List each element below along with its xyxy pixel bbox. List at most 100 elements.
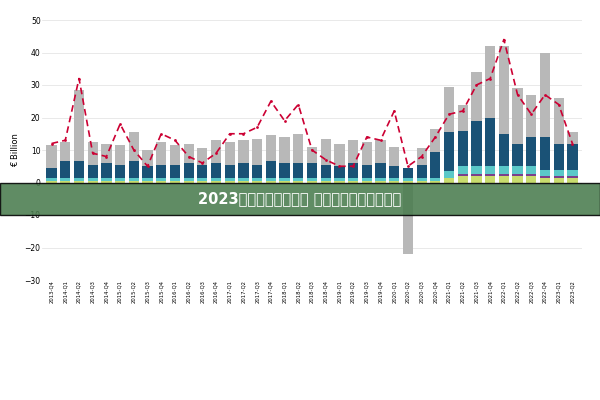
Bar	[362, 178, 372, 181]
Bar	[334, 181, 344, 182]
Bar	[499, 166, 509, 174]
Bar	[142, 150, 152, 166]
Bar	[74, 90, 84, 161]
Bar	[554, 170, 564, 176]
Bar	[376, 140, 386, 163]
Bar	[458, 130, 468, 166]
Bar	[512, 174, 523, 176]
Bar	[403, 168, 413, 178]
Bar	[184, 144, 194, 163]
Bar	[115, 165, 125, 178]
Bar	[389, 181, 400, 182]
Bar	[567, 132, 578, 144]
Bar	[74, 161, 84, 178]
Bar	[567, 178, 578, 182]
Bar	[60, 178, 70, 181]
Bar	[526, 137, 536, 166]
Bar	[266, 178, 276, 181]
Bar	[389, 166, 400, 178]
Bar	[115, 178, 125, 181]
Bar	[362, 181, 372, 182]
Bar	[348, 140, 358, 163]
Bar	[512, 166, 523, 174]
Bar	[197, 165, 208, 178]
Bar	[101, 178, 112, 181]
Bar	[128, 132, 139, 161]
Bar	[499, 46, 509, 134]
Bar	[540, 170, 550, 176]
Bar	[567, 144, 578, 170]
Bar	[211, 140, 221, 163]
Bar	[293, 181, 304, 182]
Bar	[224, 142, 235, 165]
Bar	[211, 178, 221, 181]
Bar	[211, 181, 221, 182]
Bar	[224, 165, 235, 178]
Bar	[197, 148, 208, 165]
Bar	[170, 145, 180, 165]
Bar	[334, 144, 344, 166]
Bar	[334, 166, 344, 178]
Text: 2023十大股票配资平台 澳门火锅加盟详情攻略: 2023十大股票配资平台 澳门火锅加盟详情攻略	[199, 191, 401, 206]
Bar	[142, 181, 152, 182]
Bar	[430, 152, 440, 178]
Bar	[88, 142, 98, 165]
Bar	[472, 121, 482, 166]
Bar	[280, 137, 290, 163]
Bar	[403, 182, 413, 254]
Bar	[266, 135, 276, 161]
Bar	[416, 181, 427, 182]
Bar	[252, 165, 262, 178]
Bar	[74, 181, 84, 182]
Bar	[472, 72, 482, 121]
Bar	[348, 178, 358, 181]
Bar	[46, 181, 57, 182]
Bar	[499, 174, 509, 176]
Bar	[115, 145, 125, 165]
Bar	[376, 163, 386, 178]
Bar	[142, 178, 152, 181]
Bar	[128, 181, 139, 182]
Bar	[74, 178, 84, 181]
Bar	[458, 104, 468, 130]
Bar	[554, 98, 564, 144]
Bar	[101, 163, 112, 178]
Bar	[60, 142, 70, 161]
Bar	[307, 163, 317, 178]
Bar	[444, 171, 454, 178]
Bar	[170, 165, 180, 178]
Bar	[389, 147, 400, 166]
Bar	[416, 178, 427, 181]
Bar	[526, 95, 536, 137]
Bar	[320, 178, 331, 181]
Bar	[362, 142, 372, 165]
Bar	[156, 178, 166, 181]
Bar	[293, 163, 304, 178]
Bar	[211, 163, 221, 178]
Bar	[389, 178, 400, 181]
Bar	[403, 181, 413, 182]
Bar	[307, 181, 317, 182]
Bar	[472, 176, 482, 182]
Bar	[46, 178, 57, 181]
Bar	[252, 181, 262, 182]
Bar	[540, 52, 550, 137]
Bar	[156, 142, 166, 165]
Bar	[362, 165, 372, 178]
Bar	[485, 174, 496, 176]
Bar	[458, 166, 468, 174]
Bar	[115, 181, 125, 182]
Bar	[526, 166, 536, 174]
Bar	[88, 178, 98, 181]
Bar	[60, 161, 70, 178]
Bar	[567, 176, 578, 178]
Bar	[293, 178, 304, 181]
Bar	[416, 148, 427, 165]
Bar	[128, 178, 139, 181]
Bar	[307, 147, 317, 163]
Bar	[512, 88, 523, 144]
Bar	[184, 178, 194, 181]
Bar	[348, 181, 358, 182]
Bar	[526, 174, 536, 176]
Bar	[101, 144, 112, 163]
